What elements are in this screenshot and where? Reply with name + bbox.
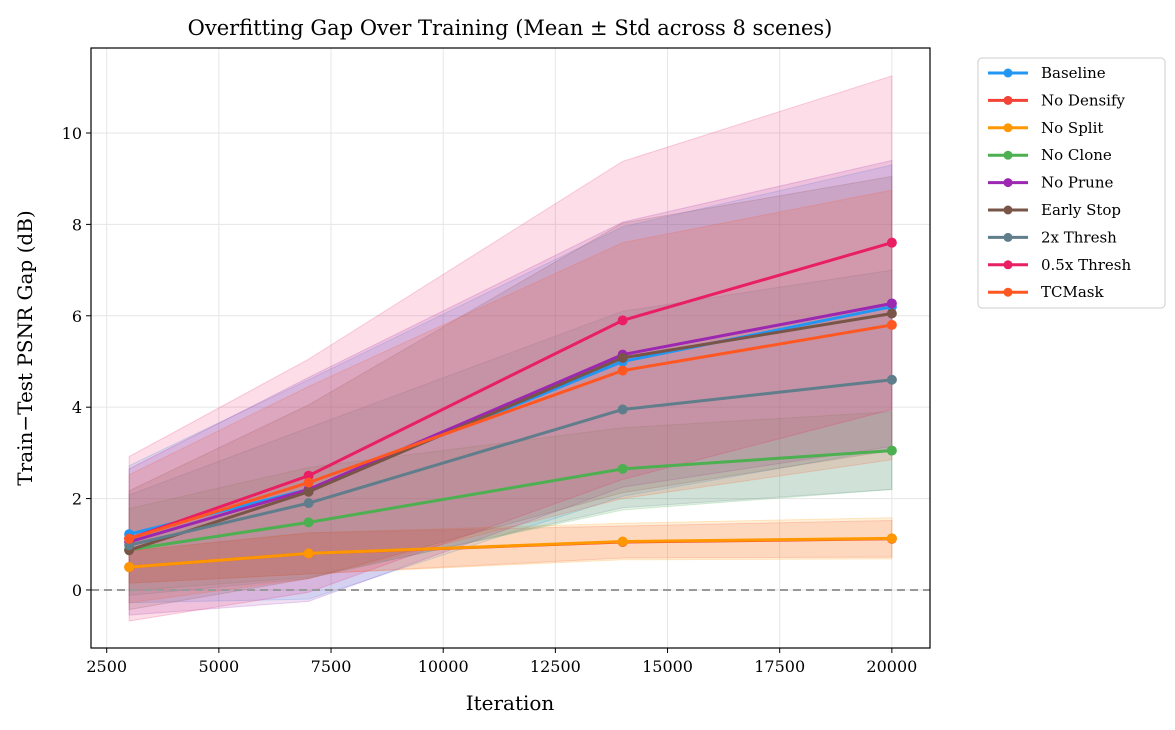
x-axis-label: Iteration	[466, 691, 555, 715]
y-tick-label: 10	[62, 124, 82, 143]
x-tick-label: 10000	[418, 657, 469, 676]
y-tick-label: 6	[72, 307, 82, 326]
legend-marker-0-5x-thresh	[1003, 260, 1013, 270]
legend-label-tcmask: TCMask	[1041, 283, 1104, 301]
line-2x-thresh	[128, 378, 893, 547]
x-tick-label: 20000	[866, 657, 917, 676]
line-no-prune	[128, 301, 893, 544]
legend-marker-no-split	[1003, 123, 1013, 133]
point-0-5x-thresh	[303, 470, 314, 481]
legend: Baseline No Densify No Split No Clone No Pru…	[977, 57, 1166, 309]
point-no-prune	[886, 298, 897, 309]
legend-marker-no-densify	[1003, 95, 1013, 105]
point-no-split	[886, 533, 897, 544]
legend-marker-no-prune	[1003, 178, 1013, 188]
point-no-split	[303, 548, 314, 559]
line-early-stop	[128, 312, 893, 552]
point-early-stop	[886, 308, 897, 319]
std-band-no-densify	[128, 519, 893, 584]
point-tcmask	[617, 365, 628, 376]
y-tick-label: 8	[72, 215, 82, 234]
point-tcmask	[303, 477, 314, 488]
legend-label-no-prune: No Prune	[1041, 174, 1114, 192]
x-tick-label: 7500	[311, 657, 352, 676]
legend-marker-baseline	[1003, 68, 1013, 78]
legend-label-no-split: No Split	[1041, 119, 1103, 137]
legend-marker-early-stop	[1003, 205, 1013, 215]
y-tick-label: 2	[72, 490, 82, 509]
point-2x-thresh	[303, 498, 314, 509]
legend-marker-no-clone	[1003, 150, 1013, 160]
x-tick-label: 15000	[642, 657, 693, 676]
x-tick-label: 17500	[754, 657, 805, 676]
legend-label-no-clone: No Clone	[1041, 146, 1112, 164]
point-no-split	[617, 536, 628, 547]
x-axis: 2500 5000 7500 10000 12500 15000 17500 20000	[86, 648, 917, 676]
line-0-5x-thresh	[128, 241, 893, 541]
legend-label-2x-thresh: 2x Thresh	[1041, 228, 1117, 246]
legend-label-baseline: Baseline	[1041, 64, 1106, 82]
grid	[91, 48, 930, 648]
point-no-clone	[303, 517, 314, 528]
line-no-split	[129, 536, 892, 569]
legend-marker-2x-thresh	[1003, 232, 1013, 242]
legend-label-0-5x-thresh: 0.5x Thresh	[1041, 256, 1131, 274]
plot-frame	[90, 47, 931, 649]
y-tick-label: 4	[72, 398, 82, 417]
std-band-no-split	[128, 517, 893, 584]
y-axis: 0 2 4 6 8 10	[62, 124, 91, 600]
point-early-stop	[303, 486, 314, 497]
y-axis-label: Train−Test PSNR Gap (dB)	[13, 210, 37, 485]
y-tick-label: 0	[72, 581, 82, 600]
point-no-clone	[617, 463, 628, 474]
std-band-no-clone	[128, 411, 893, 592]
point-tcmask	[886, 319, 897, 330]
point-early-stop	[617, 352, 628, 363]
legend-label-early-stop: Early Stop	[1041, 201, 1121, 219]
legend-label-no-densify: No Densify	[1041, 91, 1126, 109]
point-no-split	[124, 562, 135, 573]
x-tick-label: 5000	[199, 657, 240, 676]
legend-box	[977, 57, 1166, 309]
line-no-clone	[128, 449, 892, 552]
point-no-clone	[886, 445, 897, 456]
legend-marker-tcmask	[1003, 287, 1013, 297]
point-2x-thresh	[886, 374, 897, 385]
series-lines	[124, 237, 897, 573]
chart-title: Overfitting Gap Over Training (Mean ± St…	[188, 16, 833, 40]
point-tcmask	[124, 533, 135, 544]
x-tick-label: 12500	[530, 657, 581, 676]
x-tick-label: 2500	[86, 657, 127, 676]
line-tcmask	[128, 323, 893, 541]
point-2x-thresh	[617, 404, 628, 415]
point-0-5x-thresh	[886, 237, 897, 248]
point-0-5x-thresh	[617, 315, 628, 326]
